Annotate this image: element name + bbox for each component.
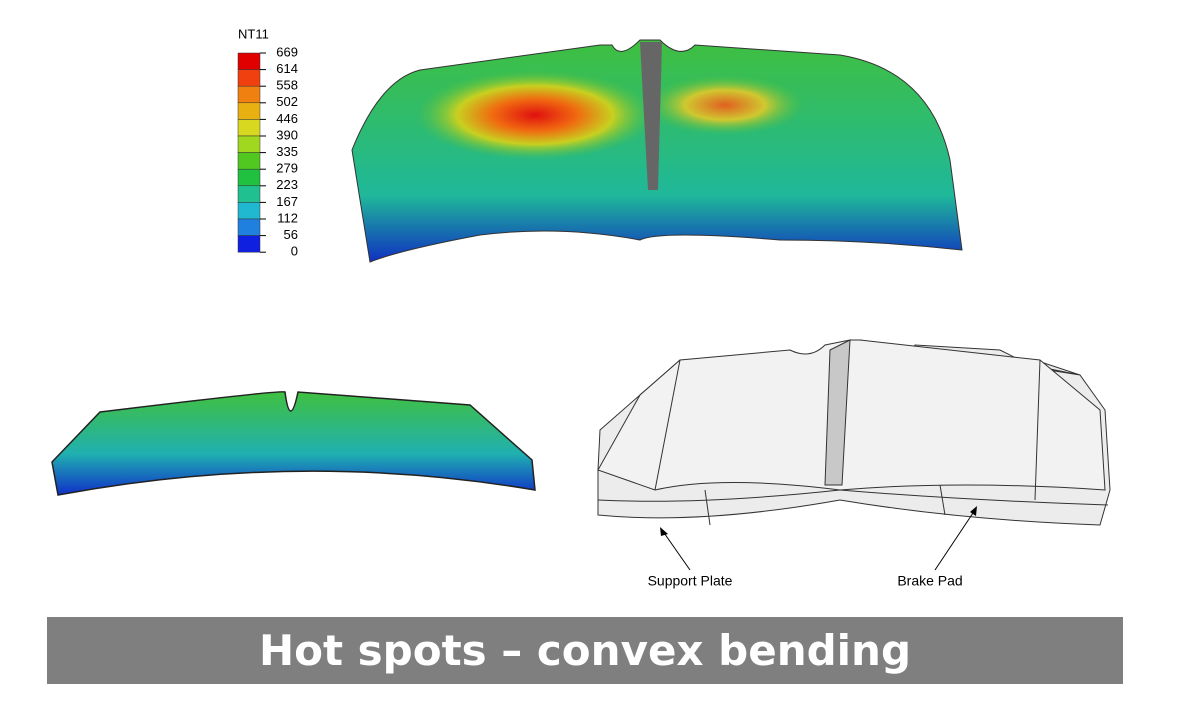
arrowhead xyxy=(660,527,668,536)
legend-label: 446 xyxy=(276,111,298,126)
legend-label: 335 xyxy=(276,144,298,159)
legend-swatch xyxy=(237,202,261,220)
legend-label: 223 xyxy=(276,177,298,192)
legend-label: 279 xyxy=(276,161,298,176)
legend-swatch xyxy=(237,119,261,137)
annotation: Support Plate xyxy=(648,573,733,589)
legend-swatch xyxy=(237,85,261,104)
caption: Hot spots – convex bending xyxy=(47,617,1123,684)
legend-label: 167 xyxy=(276,194,298,209)
arrowhead xyxy=(970,506,977,516)
legend-label: 0 xyxy=(291,244,298,259)
arrow xyxy=(934,509,976,571)
hot-spot xyxy=(645,75,805,135)
legend-label: 390 xyxy=(276,127,298,142)
legend-label: 56 xyxy=(284,227,298,242)
legend-swatch xyxy=(237,135,261,153)
pad-drawing xyxy=(597,339,1111,526)
legend-label: 502 xyxy=(276,94,298,109)
legend-swatch xyxy=(237,168,261,187)
legend-swatch xyxy=(237,52,261,70)
arrow xyxy=(661,529,691,571)
legend-swatch xyxy=(237,218,261,236)
legend-label: 558 xyxy=(276,78,298,93)
hot-spot xyxy=(415,70,655,160)
slot xyxy=(640,42,662,190)
legend-title: NT11 xyxy=(238,26,269,41)
legend-label: 669 xyxy=(276,44,298,59)
legend-swatch xyxy=(237,235,261,253)
annotation: Brake Pad xyxy=(897,573,962,589)
heat-pad-side xyxy=(51,391,536,496)
legend-swatch xyxy=(237,152,261,170)
legend-swatch xyxy=(237,69,261,87)
legend-label: 112 xyxy=(277,210,298,225)
legend-label: 614 xyxy=(276,61,298,76)
legend-swatch xyxy=(237,185,261,203)
legend-swatch xyxy=(237,102,261,120)
